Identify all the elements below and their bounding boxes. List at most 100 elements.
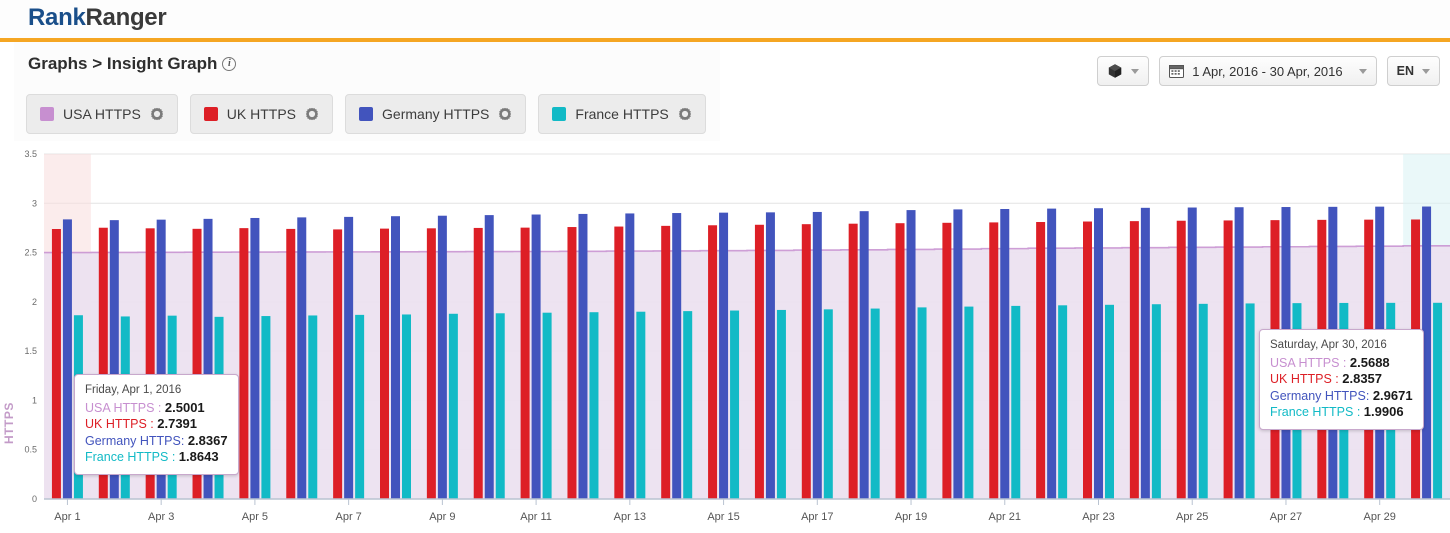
bar-france-https[interactable]	[964, 306, 974, 499]
bar-uk-https[interactable]	[51, 229, 61, 499]
bar-uk-https[interactable]	[708, 225, 718, 499]
legend-chip-france-https[interactable]: France HTTPS	[538, 94, 706, 134]
bar-uk-https[interactable]	[567, 227, 577, 499]
bar-germany-https[interactable]	[250, 217, 260, 499]
bar-uk-https[interactable]	[1036, 222, 1046, 499]
bar-germany-https[interactable]	[765, 212, 775, 499]
bar-france-https[interactable]	[402, 314, 411, 499]
bar-france-https[interactable]	[1105, 304, 1114, 499]
bar-germany-https[interactable]	[1140, 207, 1150, 499]
bar-uk-https[interactable]	[1083, 221, 1092, 499]
date-range-picker[interactable]: 1 Apr, 2016 - 30 Apr, 2016	[1159, 56, 1377, 86]
bar-uk-https[interactable]	[426, 228, 436, 499]
bar-germany-https[interactable]	[1094, 208, 1103, 499]
tooltip-row: France HTTPS : 1.9906	[1270, 404, 1413, 421]
tooltip-series-label: Germany HTTPS:	[1270, 388, 1370, 403]
tooltip-row: UK HTTPS : 2.8357	[1270, 371, 1413, 388]
gear-icon[interactable]	[305, 107, 319, 121]
bar-germany-https[interactable]	[1422, 206, 1432, 499]
bar-uk-https[interactable]	[942, 222, 952, 500]
bar-germany-https[interactable]	[62, 219, 72, 499]
gear-icon[interactable]	[678, 107, 692, 121]
bar-france-https[interactable]	[636, 311, 646, 499]
bar-germany-https[interactable]	[344, 216, 354, 499]
bar-germany-https[interactable]	[531, 214, 541, 499]
tooltip-title: Saturday, Apr 30, 2016	[1270, 339, 1387, 351]
view-type-button[interactable]	[1097, 56, 1150, 86]
bar-germany-https[interactable]	[625, 213, 635, 499]
bar-germany-https[interactable]	[812, 211, 822, 499]
breadcrumb: Graphs > Insight Graph i	[28, 54, 237, 74]
bar-uk-https[interactable]	[1223, 220, 1233, 499]
bar-france-https[interactable]	[261, 316, 271, 499]
bar-uk-https[interactable]	[1176, 220, 1186, 499]
bar-germany-https[interactable]	[1187, 207, 1197, 499]
bar-uk-https[interactable]	[286, 228, 296, 499]
bar-france-https[interactable]	[1011, 305, 1021, 499]
bar-uk-https[interactable]	[895, 223, 905, 499]
bar-uk-https[interactable]	[661, 225, 671, 500]
bar-germany-https[interactable]	[953, 209, 963, 499]
bar-france-https[interactable]	[1151, 304, 1161, 499]
bar-germany-https[interactable]	[156, 219, 166, 499]
bar-uk-https[interactable]	[192, 228, 202, 499]
bar-uk-https[interactable]	[473, 227, 483, 499]
x-axis-tick-label: Apr 13	[614, 511, 646, 523]
legend-chip-germany-https[interactable]: Germany HTTPS	[345, 94, 527, 134]
bar-france-https[interactable]	[1058, 305, 1068, 499]
bar-germany-https[interactable]	[391, 216, 400, 499]
gear-icon[interactable]	[498, 107, 512, 121]
bar-france-https[interactable]	[823, 309, 833, 499]
bar-france-https[interactable]	[730, 310, 740, 499]
bar-uk-https[interactable]	[1129, 221, 1139, 499]
bar-germany-https[interactable]	[578, 213, 588, 499]
bar-germany-https[interactable]	[437, 215, 447, 499]
bar-uk-https[interactable]	[98, 227, 108, 499]
insight-bar-chart[interactable]: 0 0.5 1 1.5 2 2.5 3 3.5 Apr 1 Apr 3 Apr 5 Apr 7 Apr …	[0, 144, 1450, 533]
bar-uk-https[interactable]	[848, 223, 858, 499]
bar-france-https[interactable]	[870, 308, 880, 499]
bar-uk-https[interactable]	[145, 228, 155, 499]
bar-france-https[interactable]	[1245, 303, 1255, 499]
bar-uk-https[interactable]	[614, 226, 624, 500]
bar-france-https[interactable]	[589, 312, 599, 499]
bar-germany-https[interactable]	[1047, 208, 1057, 500]
brand-logo-part2: Ranger	[85, 4, 167, 31]
bar-germany-https[interactable]	[719, 212, 729, 499]
bar-france-https[interactable]	[308, 315, 318, 499]
bar-france-https[interactable]	[917, 307, 927, 499]
gear-icon[interactable]	[150, 107, 164, 121]
info-icon[interactable]: i	[222, 57, 237, 71]
cube-icon	[1107, 63, 1123, 79]
legend-chip-uk-https[interactable]: UK HTTPS	[189, 94, 334, 134]
bar-france-https[interactable]	[683, 311, 693, 499]
bar-germany-https[interactable]	[672, 213, 682, 499]
bar-uk-https[interactable]	[520, 227, 530, 499]
bar-france-https[interactable]	[495, 313, 505, 499]
bar-uk-https[interactable]	[333, 229, 343, 499]
bar-uk-https[interactable]	[380, 228, 389, 499]
brand-logo[interactable]: RankRanger	[28, 4, 167, 32]
bar-germany-https[interactable]	[1000, 209, 1010, 499]
language-selector[interactable]: EN	[1386, 56, 1440, 86]
bar-france-https[interactable]	[355, 314, 365, 499]
bar-france-https[interactable]	[1433, 302, 1443, 499]
tooltip-series-label: USA HTTPS :	[1270, 355, 1347, 370]
tooltip-series-label: UK HTTPS :	[85, 417, 154, 431]
bar-uk-https[interactable]	[239, 228, 249, 499]
bar-france-https[interactable]	[542, 312, 552, 499]
bar-france-https[interactable]	[448, 313, 458, 499]
bar-germany-https[interactable]	[1234, 207, 1244, 500]
bar-france-https[interactable]	[776, 309, 786, 499]
bar-uk-https[interactable]	[989, 222, 999, 499]
bar-france-https[interactable]	[1198, 303, 1208, 499]
bar-germany-https[interactable]	[109, 220, 119, 499]
bar-germany-https[interactable]	[203, 218, 213, 500]
bar-germany-https[interactable]	[906, 210, 916, 499]
legend-chip-usa-https[interactable]: USA HTTPS	[26, 94, 178, 134]
bar-germany-https[interactable]	[484, 215, 494, 500]
bar-germany-https[interactable]	[859, 211, 869, 500]
bar-germany-https[interactable]	[297, 217, 307, 499]
bar-uk-https[interactable]	[801, 224, 811, 499]
bar-uk-https[interactable]	[754, 224, 764, 499]
